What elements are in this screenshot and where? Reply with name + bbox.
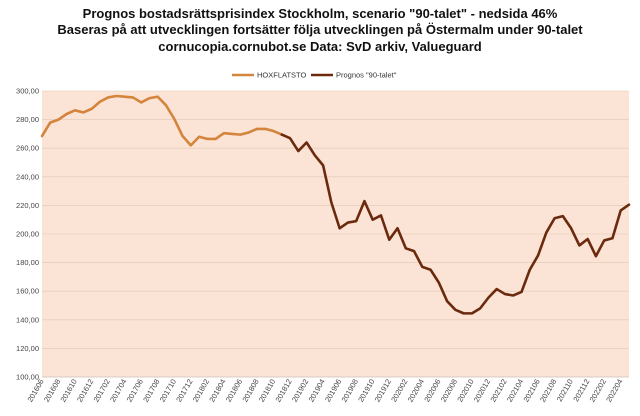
- legend-prognos-label: Prognos "90-talet": [336, 71, 397, 80]
- legend-hoxflatsto-label: HOXFLATSTO: [257, 71, 306, 80]
- y-tick-label: 120,00: [16, 344, 39, 353]
- chart-title: Prognos bostadsrättsprisindex Stockholm,…: [82, 6, 558, 21]
- chart-source-line: cornucopia.cornubot.se Data: SvD arkiv, …: [158, 39, 482, 54]
- y-tick-label: 200,00: [16, 230, 39, 239]
- chart-subtitle: Baseras på att utvecklingen fortsätter f…: [57, 22, 583, 37]
- y-tick-label: 220,00: [16, 201, 39, 210]
- y-tick-label: 160,00: [16, 287, 39, 296]
- x-tick-label: 202204: [604, 378, 624, 404]
- series-line-0: [40, 94, 284, 147]
- y-tick-label: 180,00: [16, 258, 39, 267]
- y-tick-label: 260,00: [16, 144, 39, 153]
- y-tick-label: 300,00: [16, 87, 39, 96]
- series-line-1: [280, 133, 631, 315]
- y-tick-label: 100,00: [16, 373, 39, 382]
- y-tick-label: 240,00: [16, 172, 39, 181]
- y-tick-label: 140,00: [16, 315, 39, 324]
- y-tick-label: 280,00: [16, 115, 39, 124]
